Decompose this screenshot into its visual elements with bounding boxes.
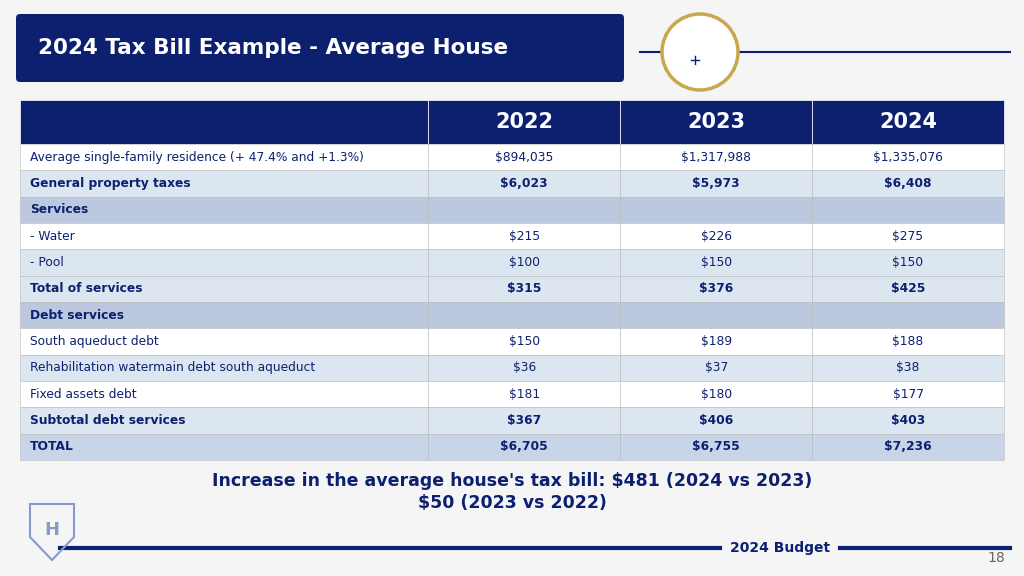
Text: Fixed assets debt: Fixed assets debt <box>30 388 136 401</box>
Bar <box>20 407 1004 434</box>
Text: $38: $38 <box>896 361 920 374</box>
Text: $50 (2023 vs 2022): $50 (2023 vs 2022) <box>418 494 606 512</box>
Bar <box>20 144 1004 170</box>
Text: $1,335,076: $1,335,076 <box>873 151 943 164</box>
Text: $150: $150 <box>700 256 732 269</box>
Text: $894,035: $894,035 <box>496 151 554 164</box>
Text: $376: $376 <box>699 282 733 295</box>
Text: $6,023: $6,023 <box>501 177 548 190</box>
Bar <box>20 223 1004 249</box>
Text: Rehabilitation watermain debt south aqueduct: Rehabilitation watermain debt south aque… <box>30 361 315 374</box>
Text: H: H <box>44 521 59 539</box>
FancyBboxPatch shape <box>16 14 624 82</box>
Circle shape <box>662 14 738 90</box>
Text: $177: $177 <box>893 388 924 401</box>
Text: TOTAL: TOTAL <box>30 440 74 453</box>
Text: South aqueduct debt: South aqueduct debt <box>30 335 159 348</box>
Text: Total of services: Total of services <box>30 282 142 295</box>
Text: $6,755: $6,755 <box>692 440 740 453</box>
Bar <box>812 100 1004 144</box>
Bar <box>20 434 1004 460</box>
Bar <box>20 381 1004 407</box>
Bar <box>20 196 1004 223</box>
Text: 2022: 2022 <box>496 112 553 132</box>
Bar <box>20 355 1004 381</box>
Text: $150: $150 <box>509 335 540 348</box>
Text: $226: $226 <box>700 230 732 242</box>
Text: - Pool: - Pool <box>30 256 63 269</box>
Text: $37: $37 <box>705 361 728 374</box>
Bar <box>20 249 1004 276</box>
Text: $275: $275 <box>893 230 924 242</box>
Text: $150: $150 <box>893 256 924 269</box>
Bar <box>20 100 428 144</box>
Text: 2024 Budget: 2024 Budget <box>730 541 830 555</box>
Bar <box>20 302 1004 328</box>
Text: 2023: 2023 <box>687 112 745 132</box>
Text: $215: $215 <box>509 230 540 242</box>
Bar <box>20 170 1004 196</box>
Bar <box>20 276 1004 302</box>
Text: 2024 Tax Bill Example - Average House: 2024 Tax Bill Example - Average House <box>38 38 508 58</box>
Bar <box>428 100 621 144</box>
Text: Subtotal debt services: Subtotal debt services <box>30 414 185 427</box>
Text: $180: $180 <box>700 388 732 401</box>
Text: $7,236: $7,236 <box>885 440 932 453</box>
Text: $406: $406 <box>699 414 733 427</box>
Text: 2024: 2024 <box>879 112 937 132</box>
Text: $189: $189 <box>700 335 732 348</box>
Bar <box>621 100 812 144</box>
Text: 18: 18 <box>987 551 1005 565</box>
Text: $367: $367 <box>507 414 542 427</box>
Text: General property taxes: General property taxes <box>30 177 190 190</box>
Text: $1,317,988: $1,317,988 <box>681 151 752 164</box>
Bar <box>20 328 1004 355</box>
Text: Average single-family residence (+ 47.4% and +1.3%): Average single-family residence (+ 47.4%… <box>30 151 364 164</box>
Text: $5,973: $5,973 <box>692 177 740 190</box>
Text: Services: Services <box>30 203 88 217</box>
Text: $403: $403 <box>891 414 926 427</box>
Text: $181: $181 <box>509 388 540 401</box>
Text: $100: $100 <box>509 256 540 269</box>
Text: $6,705: $6,705 <box>501 440 548 453</box>
Text: $6,408: $6,408 <box>885 177 932 190</box>
Text: $188: $188 <box>893 335 924 348</box>
Text: $315: $315 <box>507 282 542 295</box>
Text: $425: $425 <box>891 282 926 295</box>
Text: $36: $36 <box>513 361 536 374</box>
Text: - Water: - Water <box>30 230 75 242</box>
Text: Increase in the average house's tax bill: $481 (2024 vs 2023): Increase in the average house's tax bill… <box>212 472 812 490</box>
Text: Debt services: Debt services <box>30 309 124 321</box>
